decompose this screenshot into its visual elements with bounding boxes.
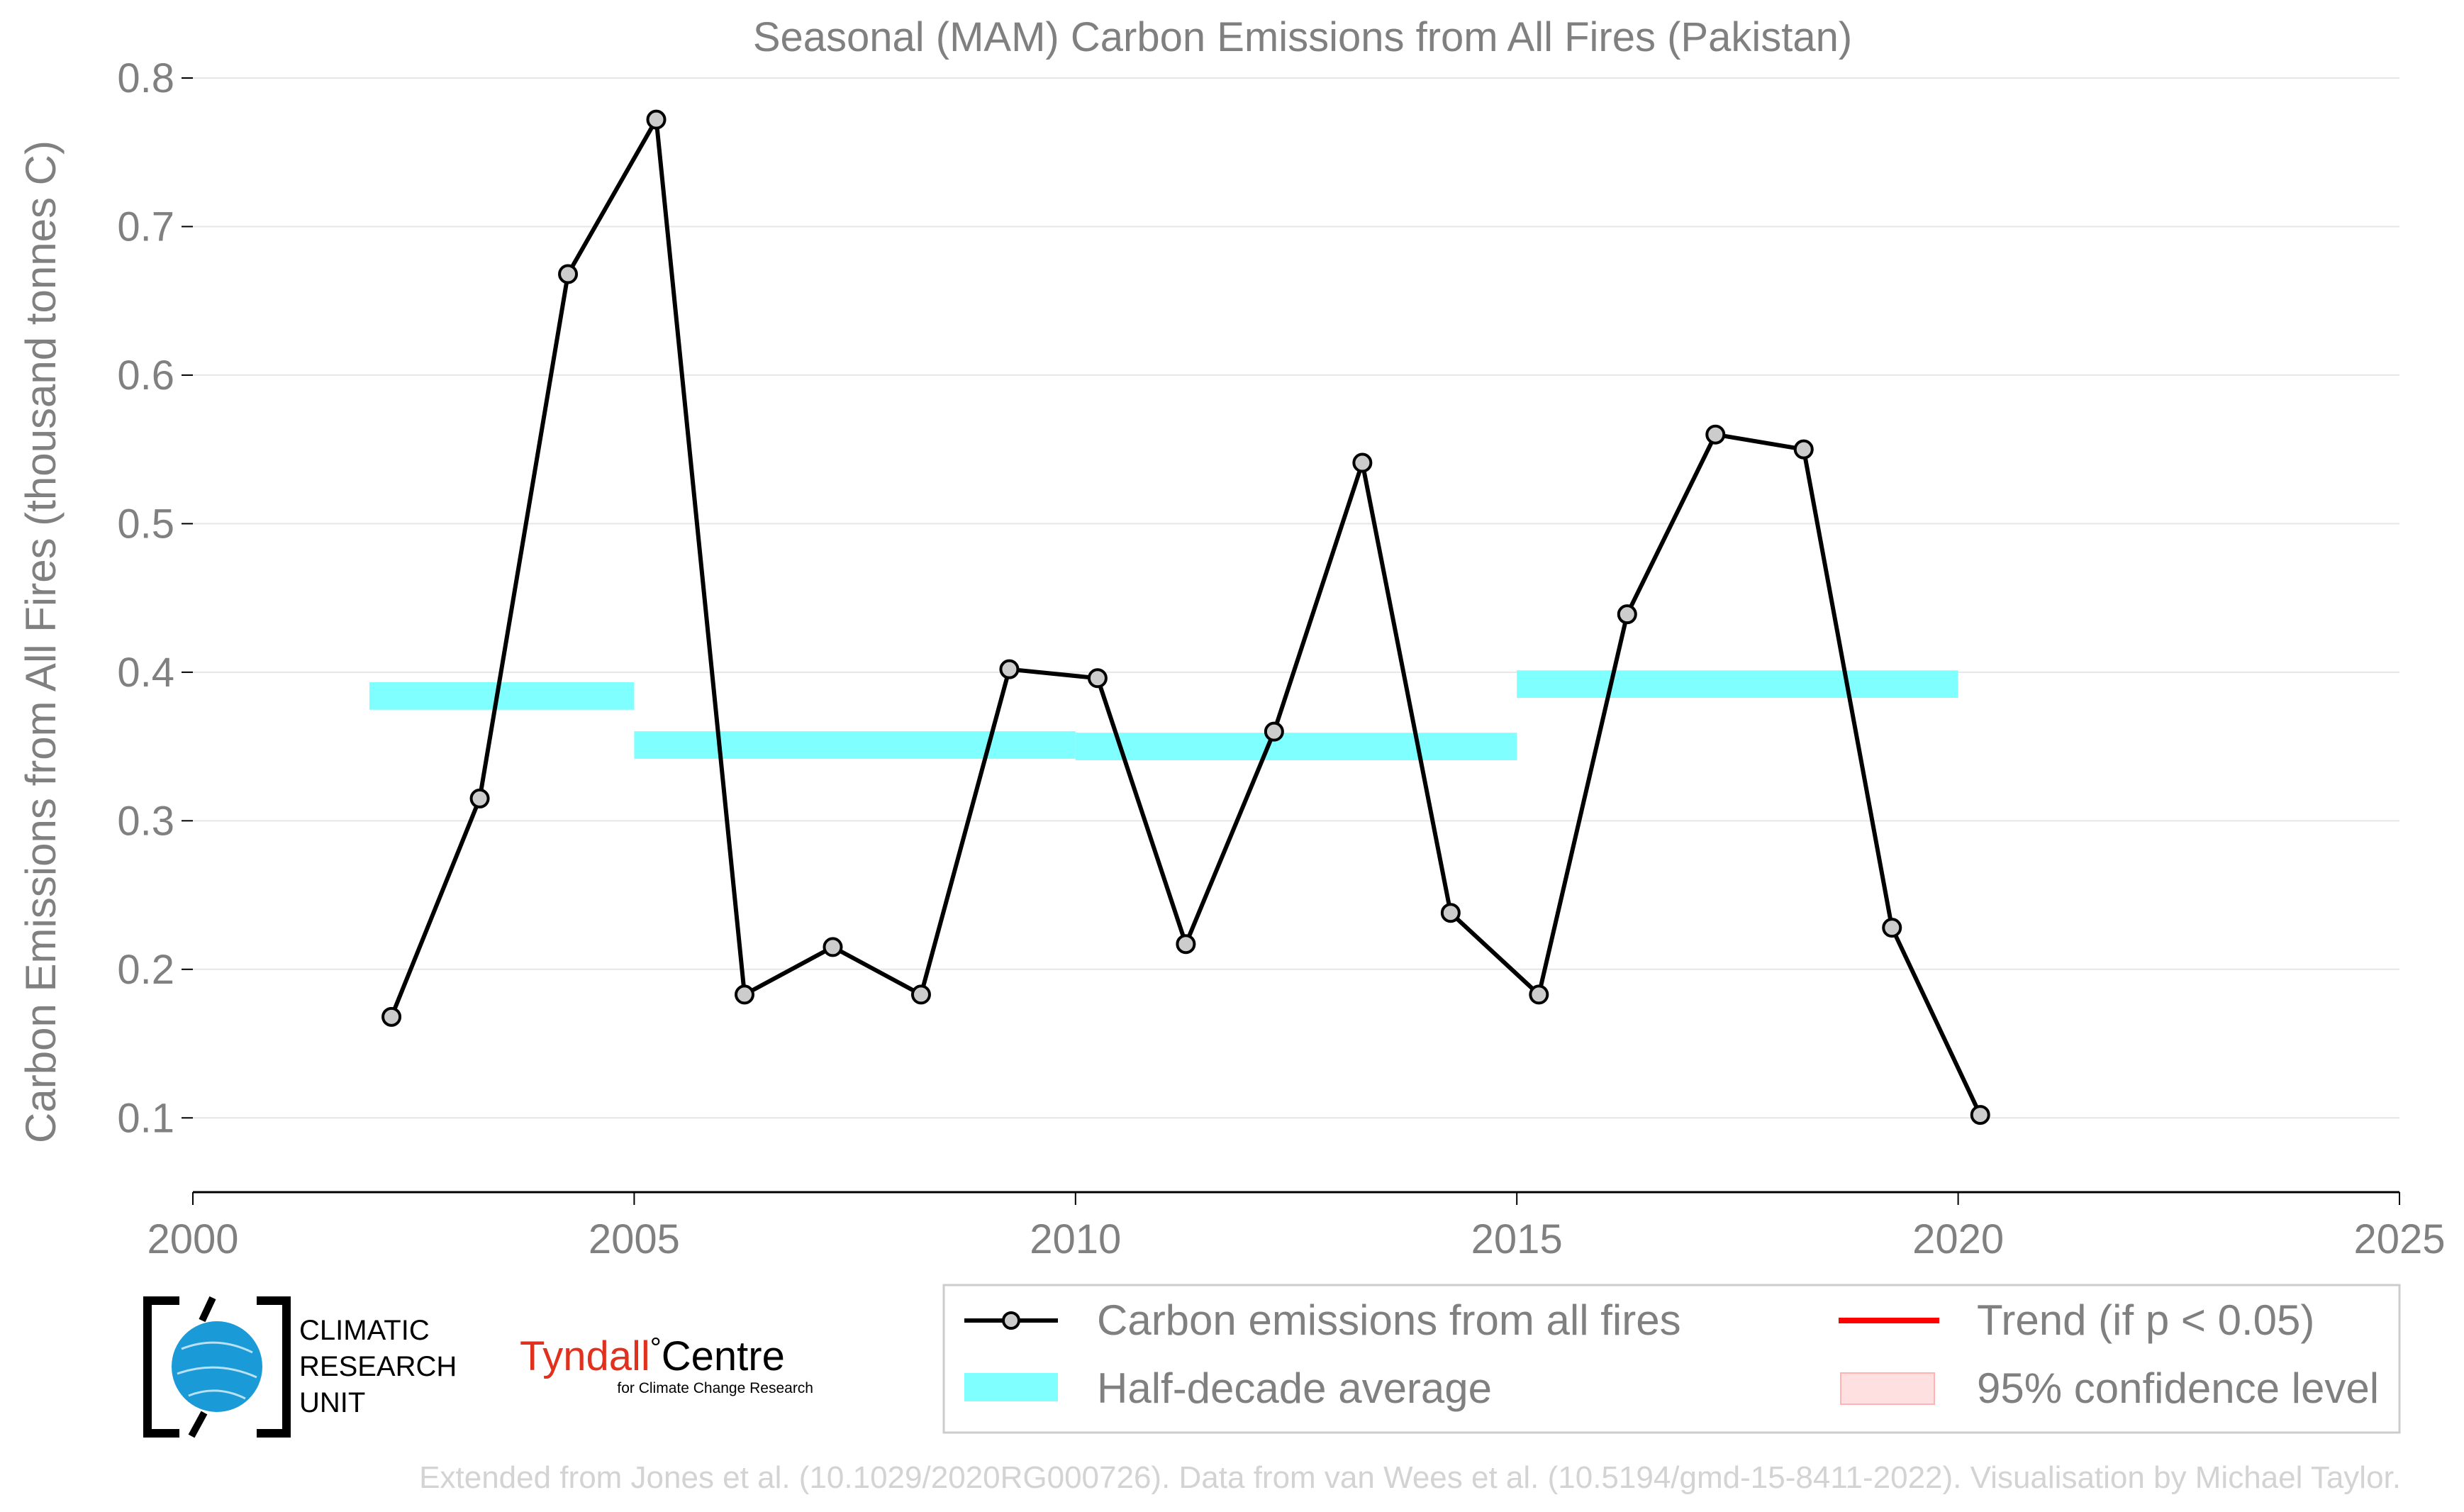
tyndall-subtitle: for Climate Change Research [617,1380,813,1396]
y-tick-label: 0.6 [117,352,174,399]
y-tick-label: 0.2 [117,947,174,993]
data-point [646,109,667,130]
x-tick-label: 2020 [1912,1216,2004,1262]
x-tick-label: 2000 [147,1216,238,1262]
data-point [910,984,931,1005]
data-point [823,937,843,957]
cru-logo: CLIMATIC RESEARCH UNIT [143,1296,457,1438]
x-ticks: 2000 2005 2010 2015 2020 2025 [147,1192,2446,1262]
cru-line-1: CLIMATIC [299,1315,430,1346]
data-point [1793,439,1814,460]
y-tick-label: 0.7 [117,204,174,250]
legend-label-trend: Trend (if p < 0.05) [1977,1296,2314,1344]
y-tick-label: 0.8 [117,55,174,101]
cru-line-3: UNIT [299,1387,365,1418]
half-decade-bar [1517,670,1958,698]
x-tick-label: 2005 [589,1216,680,1262]
credit-line: Extended from Jones et al. (10.1029/2020… [419,1460,2401,1495]
data-point [1352,452,1373,473]
x-tick-label: 2010 [1030,1216,1121,1262]
y-tick-label: 0.3 [117,798,174,844]
legend-confidence-swatch [1840,1372,1935,1405]
x-tick-label: 2025 [2353,1216,2445,1262]
svg-text:Tyndall°Centre: Tyndall°Centre [520,1333,785,1379]
data-point [469,788,490,808]
half-decade-bar [1075,733,1517,760]
data-point [1705,424,1726,445]
data-point [1529,984,1549,1005]
data-point [1882,918,1902,938]
legend-frame [942,1284,2401,1434]
data-point [558,264,579,284]
data-point [999,659,1020,679]
data-point [1176,934,1196,955]
y-axis-label: Carbon Emissions from All Fires (thousan… [17,140,65,1143]
legend-label-emissions: Carbon emissions from all fires [1097,1296,1681,1344]
legend-marker [1002,1311,1020,1330]
x-tick-label: 2015 [1471,1216,1563,1262]
legend-band-swatch [964,1373,1058,1401]
data-point [1440,903,1461,923]
y-tick-label: 0.1 [117,1095,174,1141]
data-point [1087,668,1108,689]
series-carbon-emissions [381,109,1990,1125]
data-point [1970,1105,1990,1125]
chart-title: Seasonal (MAM) Carbon Emissions from All… [753,14,1852,60]
y-tick-label: 0.5 [117,501,174,547]
legend-label-half-decade: Half-decade average [1097,1364,1492,1412]
tyndall-logo: Tyndall°Centre for Climate Change Resear… [520,1333,813,1396]
y-tick-label: 0.4 [117,650,174,696]
half-decade-bands [369,670,1958,760]
tyndall-degree: ° [650,1333,662,1364]
cru-line-2: RESEARCH [299,1351,457,1382]
data-point [1264,721,1284,742]
tyndall-centre: Centre [662,1333,785,1379]
data-point [1617,604,1637,625]
half-decade-bar [369,682,635,710]
series-line [389,117,1983,1116]
data-point [381,1006,402,1027]
grid [193,77,2399,1119]
y-ticks: 0.1 0.2 0.3 0.4 0.5 0.6 0.7 0.8 [117,55,193,1141]
half-decade-bar [634,731,1076,759]
tyndall-main: Tyndall [520,1333,650,1379]
data-point [735,984,754,1005]
legend: Carbon emissions from all fires Trend (i… [942,1284,2401,1434]
legend-label-confidence: 95% confidence level [1977,1364,2379,1412]
